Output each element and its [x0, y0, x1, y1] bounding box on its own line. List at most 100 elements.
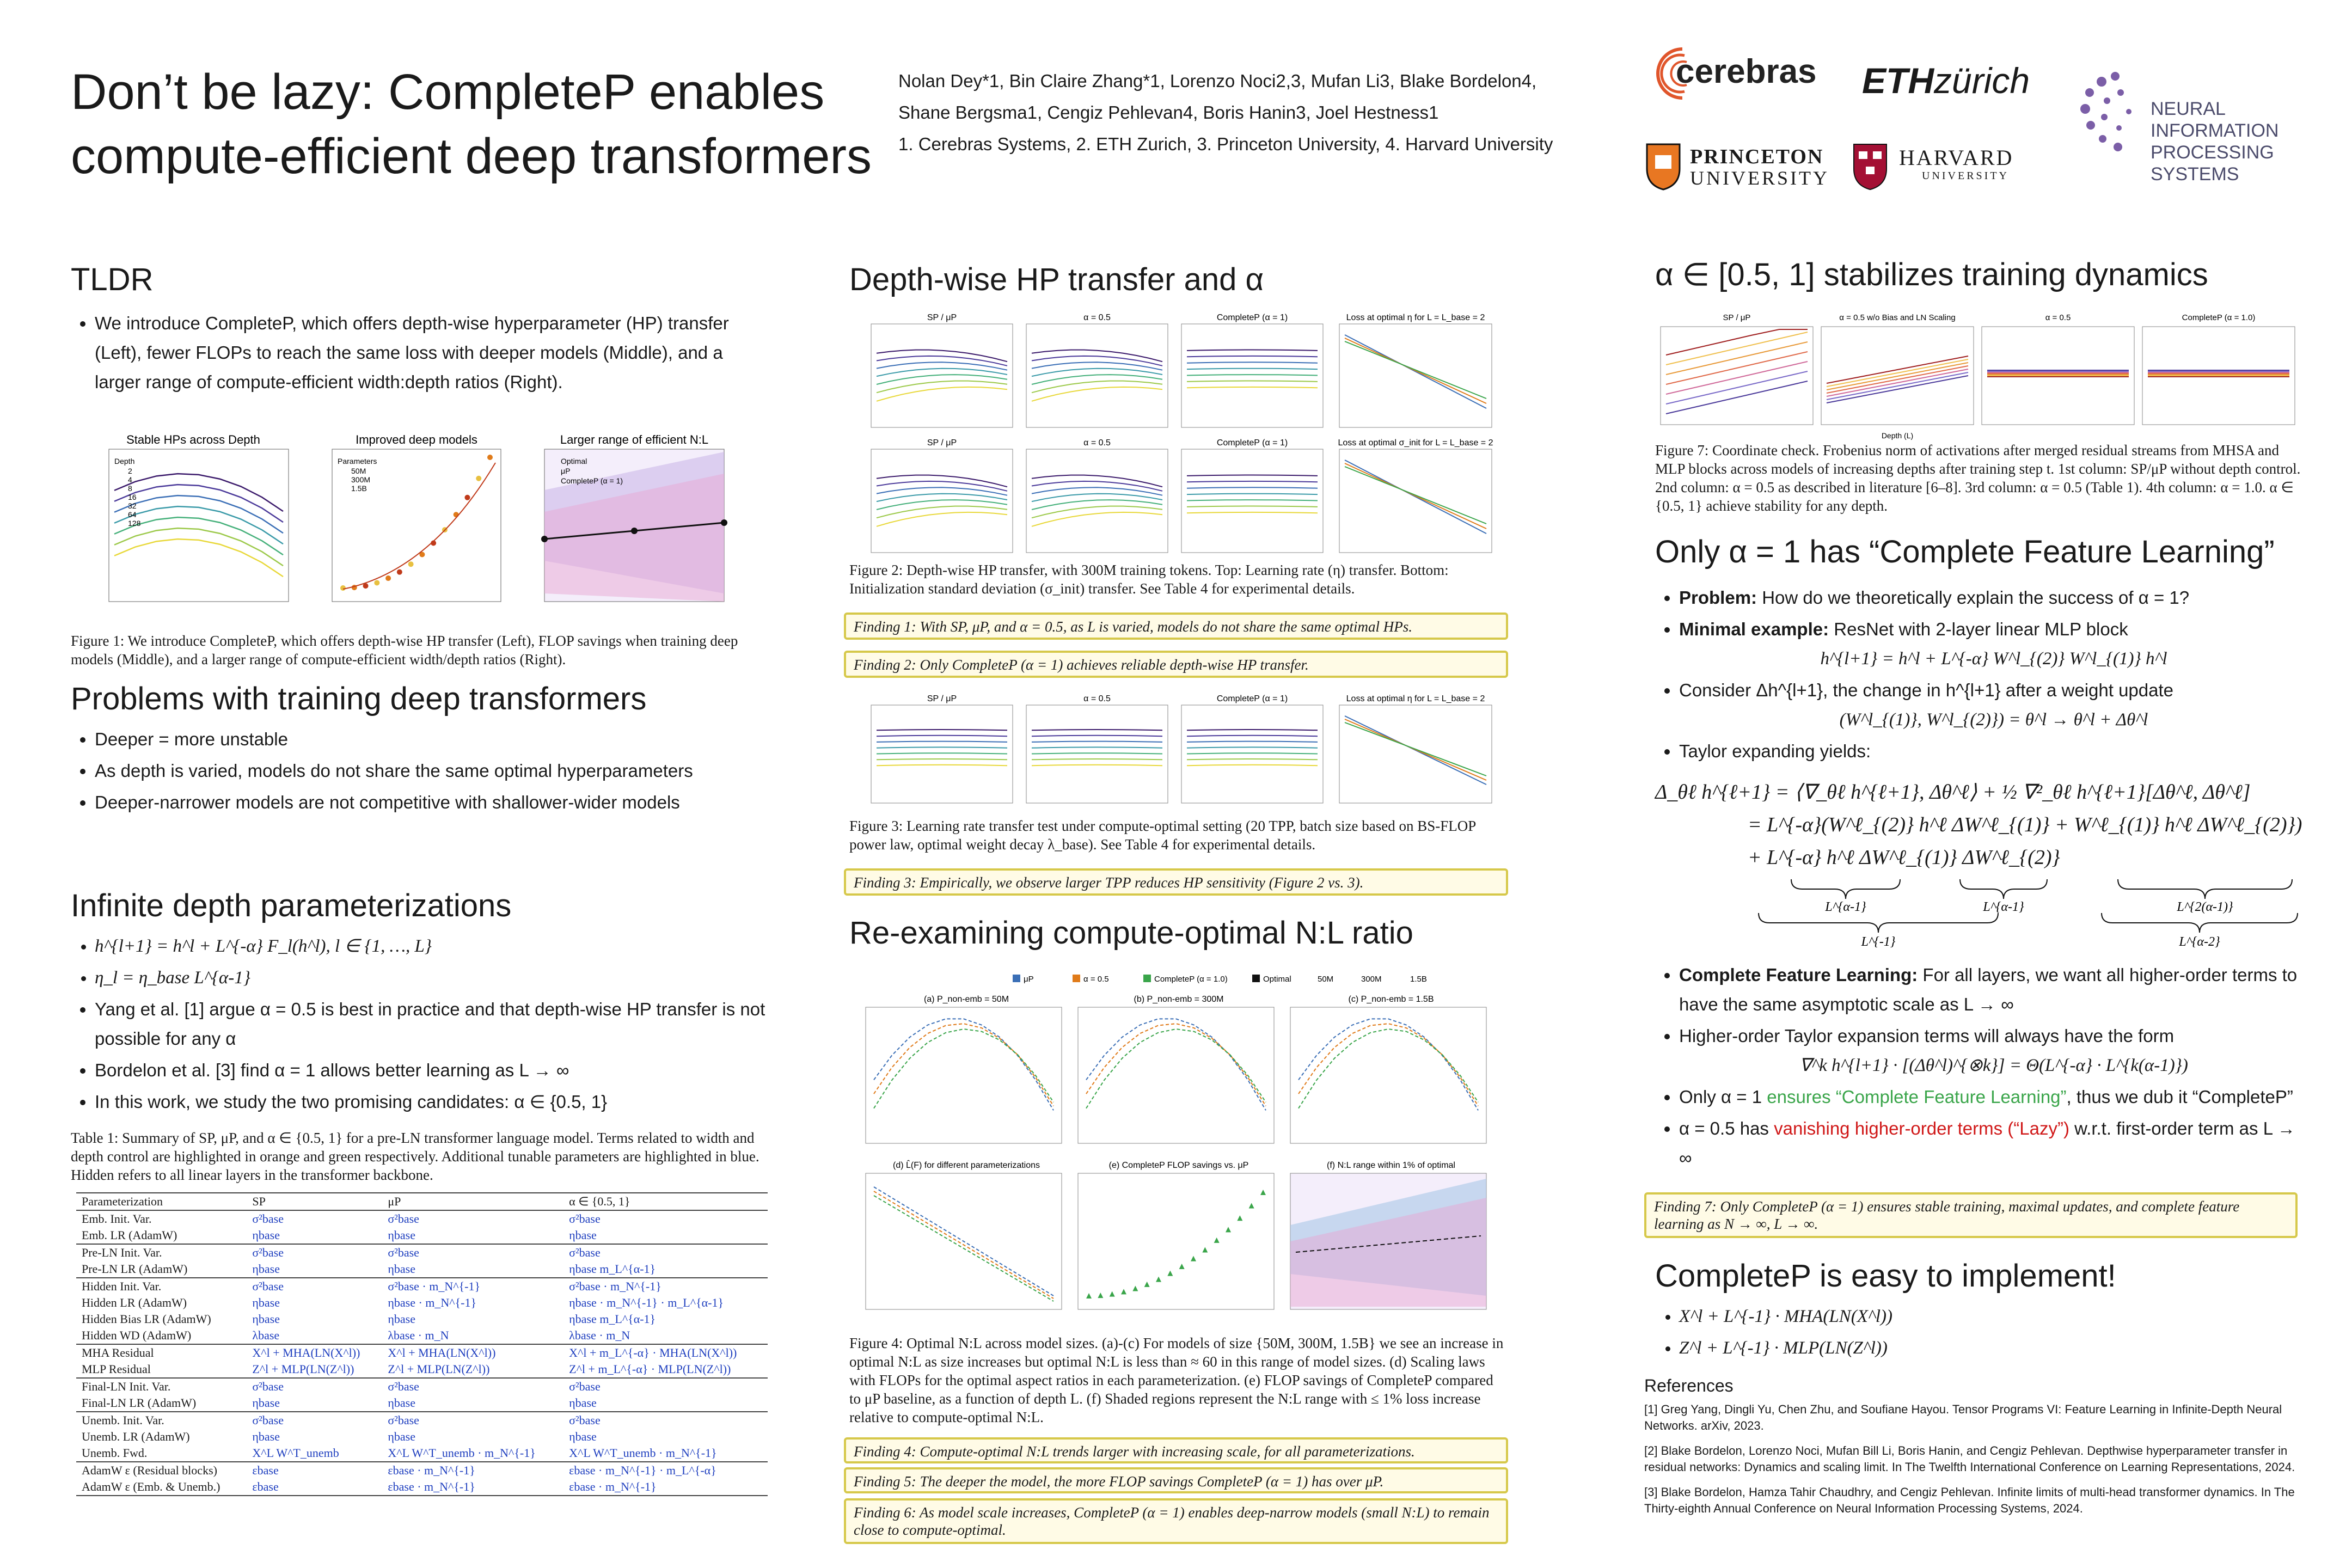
curve [876, 474, 1008, 488]
table-cell: Final-LN Init. Var. [82, 1380, 171, 1393]
finding-4: Finding 4: Compute-optimal N:L trends la… [844, 1437, 1508, 1463]
table-cell: Pre-LN Init. Var. [82, 1246, 162, 1259]
table-cell: σ²base [388, 1212, 419, 1226]
fig7-title: α = 0.5 w/o Bias and LN Scaling [1839, 313, 1955, 322]
neurips-line-1: NEURAL INFORMATION [2151, 99, 2279, 141]
savings-marker [1121, 1289, 1126, 1295]
fig4-title: (d) L̂(F) for different parameterization… [893, 1159, 1040, 1170]
table-cell: σ²base [388, 1246, 419, 1259]
depth-curve [114, 527, 284, 567]
coord-line [1826, 372, 1969, 400]
table-1-grid: Parameterization SP μP α ∈ {0.5, 1} Emb.… [76, 1192, 768, 1496]
harvard-wordmark-2: UNIVERSITY [1922, 170, 2009, 182]
fig3-titles: SP / μP α = 0.5 CompleteP (α = 1) Loss a… [927, 694, 1485, 703]
curve [1031, 505, 1163, 519]
curve [1186, 386, 1318, 389]
cerebras-logo: cerebras [1644, 38, 1840, 103]
plot-frame [1181, 705, 1324, 804]
fig4-grid [865, 1007, 1487, 1310]
curve [876, 349, 1008, 363]
cfl-taylor: Taylor expanding yields: [1679, 737, 2308, 766]
tldr-heading: TLDR [71, 262, 154, 297]
affiliations: 1. Cerebras Systems, 2. ETH Zurich, 3. P… [898, 134, 1553, 154]
curve [1031, 367, 1163, 377]
problem-label: Problem: [1679, 587, 1757, 608]
cfl-list-2: Complete Feature Learning: For all layer… [1655, 960, 2308, 1173]
table-cell: X^L W^T_unemb [252, 1446, 339, 1460]
savings-point [340, 585, 346, 591]
neurips-dots-icon [2080, 72, 2132, 151]
table-cell: Unemb. Fwd. [82, 1446, 148, 1460]
reexam-heading: Re-examining compute-optimal N:L ratio [849, 915, 1413, 951]
table-row: AdamW ε (Residual blocks) εbase εbase · m_… [76, 1462, 768, 1479]
loss-curve [1086, 1018, 1266, 1111]
fig1-optimal-point [541, 536, 548, 542]
cfl-list-1: Problem: How do we theoretically explain… [1655, 583, 2308, 766]
fig1-optimal-point [631, 528, 638, 534]
coord-line [1826, 369, 1969, 397]
table-cell: Unemb. LR (AdamW) [82, 1430, 190, 1443]
curve [876, 505, 1008, 519]
loss-line [1344, 338, 1487, 404]
legend-depth-8: 8 [128, 484, 132, 493]
table-cell: ηbase [388, 1396, 415, 1410]
half-red: vanishing higher-order terms (“Lazy”) [1774, 1118, 2069, 1138]
table-cell: σ²base [388, 1380, 419, 1393]
savings-marker [1202, 1247, 1208, 1253]
tldr-list: We introduce CompleteP, which offers dep… [71, 309, 768, 397]
coord-line [1665, 361, 1808, 395]
fig1-title-3: Larger range of efficient N:L [560, 433, 708, 446]
cfl-consider: Consider Δh^{l+1}, the change in h^{l+1}… [1679, 676, 2308, 734]
table-cell: MHA Residual [82, 1346, 154, 1359]
coord-line [1665, 381, 1808, 414]
reexam-section: Re-examining compute-optimal N:L ratio [849, 915, 1508, 951]
legend-swatch-mup [1013, 975, 1020, 982]
brace-label: L^{α-2} [2178, 935, 2220, 949]
easy-section: CompleteP is easy to implement! X^l + L^… [1655, 1258, 2308, 1365]
table-header-cell: μP [388, 1195, 401, 1208]
fig1-legend-params: Parameters 50M 300M 1.5B [338, 457, 377, 493]
curve [1031, 355, 1163, 366]
fig4-title: (b) P_non-emb = 300M [1134, 995, 1224, 1004]
savings-marker [1248, 1203, 1254, 1209]
plot-frame [1981, 326, 2135, 425]
curve [876, 362, 1008, 371]
savings-point [363, 583, 369, 589]
legend-depth-32: 32 [128, 501, 137, 510]
loss-line [1344, 460, 1487, 534]
coord-line [1826, 365, 1969, 394]
curve [876, 355, 1008, 366]
legend-params-title: Parameters [338, 457, 377, 465]
cfl-heading: Only α = 1 has “Complete Feature Learnin… [1655, 534, 2275, 569]
table-row: AdamW ε (Emb. & Unemb.) εbase εbase · m_N^… [76, 1479, 768, 1496]
fig3-grid [871, 705, 1492, 804]
infinite-bullet: Yang et al. [1] argue α = 0.5 is best in… [95, 995, 768, 1054]
curve [1031, 362, 1163, 371]
princeton-wordmark-1: PRINCETON [1690, 145, 1824, 168]
fig7-xlabel: Depth (L) [1882, 431, 1913, 440]
table-row: Unemb. Init. Var. σ²base σ²base σ²base [76, 1412, 768, 1429]
legend-depth-16: 16 [128, 493, 137, 501]
fig3-title: Loss at optimal η for L = L_base = 2 [1346, 694, 1485, 703]
loss-curve [1298, 1018, 1479, 1111]
table-cell: Hidden LR (AdamW) [82, 1296, 187, 1309]
curve [1031, 380, 1163, 394]
legend-params-300m: 300M [351, 475, 370, 484]
brace [1959, 879, 2048, 899]
depthwise-section: Depth-wise HP transfer and α [849, 261, 1508, 298]
cfl-eq-higher: ∇^k h^{l+1} · [(Δθ^l)^{⊗k}] = Θ(L^{-α} ·… [1799, 1056, 2188, 1075]
coord-line [1826, 356, 1969, 384]
savings-marker [1109, 1291, 1115, 1297]
figure-1: Stable HPs across Depth Depth 2 4 8 16 3… [76, 430, 768, 632]
table-cell: σ²base · m_N^{-1} [569, 1279, 661, 1293]
savings-fit [342, 462, 496, 590]
table-cell: σ²base · m_N^{-1} [388, 1279, 481, 1293]
loss-curve [1298, 1028, 1479, 1109]
plot-frame [865, 1007, 1062, 1144]
fig4-title: (a) P_non-emb = 50M [924, 995, 1009, 1004]
savings-marker [1214, 1237, 1220, 1243]
table-cell: λbase [252, 1328, 280, 1342]
fig4-legend-alpha-half: α = 0.5 [1083, 975, 1109, 984]
fig7-title: SP / μP [1723, 313, 1751, 322]
table-row: Final-LN Init. Var. σ²base σ²base σ²base [76, 1378, 768, 1395]
